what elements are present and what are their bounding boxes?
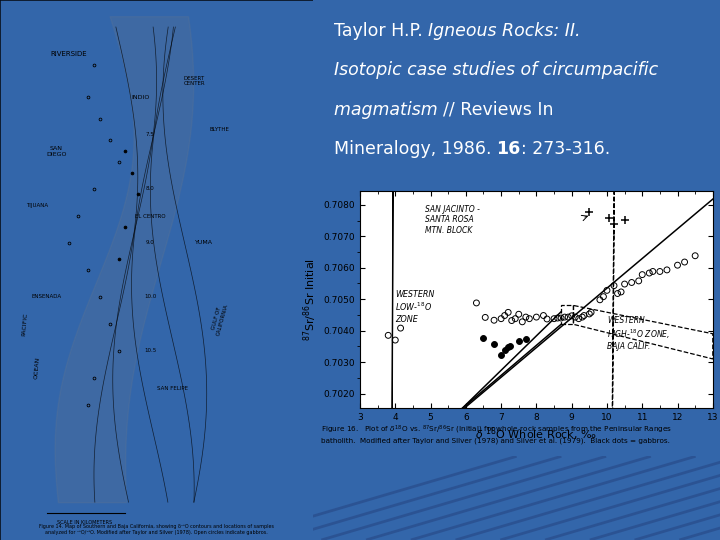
Point [647, 267, 659, 276]
Point [583, 207, 595, 216]
Text: OCEAN: OCEAN [34, 356, 41, 379]
Point [516, 318, 528, 326]
Text: DESERT
CENTER: DESERT CENTER [184, 76, 205, 86]
Text: TIJUANA: TIJUANA [27, 202, 49, 208]
Point [601, 286, 613, 295]
X-axis label: $\delta$ $^{18}$O Whole Rock, ‰: $\delta$ $^{18}$O Whole Rock, ‰ [475, 426, 598, 443]
Text: Isotopic case studies of circumpacific: Isotopic case studies of circumpacific [333, 62, 657, 79]
Text: 10.5: 10.5 [144, 348, 156, 354]
Point [618, 280, 631, 288]
Point [471, 299, 482, 307]
Text: Mineralogy, 1986.: Mineralogy, 1986. [333, 140, 497, 158]
Text: EL CENTRO: EL CENTRO [135, 213, 166, 219]
Point [661, 266, 672, 274]
Text: Figure 16.   Plot of $\delta^{18}$O vs. $^{87}$Sr/$^{86}$Sr (Initial) for whole-: Figure 16. Plot of $\delta^{18}$O vs. $^… [321, 424, 672, 444]
Point [654, 267, 665, 276]
Point [499, 346, 510, 354]
Y-axis label: $^{87}$Sr/$^{86}$Sr Initial: $^{87}$Sr/$^{86}$Sr Initial [302, 258, 320, 341]
Text: SAN
DIEGO: SAN DIEGO [46, 146, 67, 157]
Text: Figure 14. Map of Southern and Baja California, showing δ¹⁸O contours and locati: Figure 14. Map of Southern and Baja Cali… [39, 524, 274, 535]
Text: WESTERN
LOW-$^{18}$O
ZONE: WESTERN LOW-$^{18}$O ZONE [395, 290, 435, 323]
Point [382, 331, 394, 340]
Point [504, 341, 516, 350]
Text: SAN FELIPE: SAN FELIPE [157, 386, 188, 391]
Text: WESTERN
HIGH-$^{18}$O ZONE,
BAJA CALIF.: WESTERN HIGH-$^{18}$O ZONE, BAJA CALIF. [607, 316, 670, 352]
Text: PACIFIC: PACIFIC [22, 312, 29, 336]
Point [499, 311, 510, 320]
Text: Taylor H.P.: Taylor H.P. [333, 22, 428, 40]
Point [644, 269, 655, 278]
Point [577, 313, 588, 321]
Point [603, 214, 614, 222]
Point [520, 335, 531, 344]
Text: Igneous Rocks: II.: Igneous Rocks: II. [428, 22, 580, 40]
Point [549, 314, 560, 323]
Point [488, 316, 500, 325]
Point [608, 281, 620, 290]
Point [503, 308, 514, 316]
Point [583, 309, 595, 318]
Text: ENSENADA: ENSENADA [32, 294, 62, 300]
Point [616, 288, 627, 296]
Text: YUMA: YUMA [194, 240, 212, 246]
Point [585, 308, 597, 316]
Point [633, 276, 644, 285]
Text: 10.0: 10.0 [144, 294, 156, 300]
Point [495, 314, 507, 323]
Text: 7.5: 7.5 [146, 132, 155, 138]
Text: 9.0: 9.0 [146, 240, 155, 246]
Point [679, 258, 690, 266]
Point [488, 340, 500, 348]
Text: 16: 16 [497, 140, 521, 158]
Point [573, 314, 585, 323]
Text: SCALE IN KILOMETERS: SCALE IN KILOMETERS [57, 520, 112, 525]
Point [570, 313, 581, 321]
Point [538, 311, 549, 320]
Point [594, 295, 606, 304]
Text: BLYTHE: BLYTHE [210, 127, 229, 132]
Point [566, 312, 577, 320]
Text: SAN JACINTO -
SANTA ROSA
MTN. BLOCK: SAN JACINTO - SANTA ROSA MTN. BLOCK [426, 205, 480, 234]
Text: 8.0: 8.0 [146, 186, 155, 192]
Point [495, 350, 507, 359]
Point [612, 289, 624, 298]
Text: INDIO: INDIO [132, 94, 150, 100]
Point [598, 292, 609, 301]
Point [395, 324, 406, 333]
Point [608, 220, 620, 228]
Point [555, 314, 567, 322]
Text: : 273-316.: : 273-316. [521, 140, 610, 158]
Point [618, 215, 631, 224]
Point [636, 271, 648, 279]
Point [506, 316, 518, 325]
Point [390, 336, 401, 345]
Point [478, 333, 490, 342]
Text: RIVERSIDE: RIVERSIDE [50, 51, 87, 57]
Point [552, 314, 563, 322]
Point [513, 336, 524, 345]
Point [513, 310, 524, 319]
Text: magmatism: magmatism [333, 100, 443, 119]
Point [562, 313, 574, 321]
Point [480, 313, 491, 322]
Point [531, 313, 542, 321]
Text: // Reviews In: // Reviews In [443, 100, 553, 119]
Point [510, 314, 521, 323]
Point [672, 261, 683, 269]
Point [523, 314, 535, 323]
Point [503, 343, 514, 352]
Text: GULF OF
CALIFORNIA: GULF OF CALIFORNIA [210, 301, 229, 336]
Point [626, 278, 637, 287]
Point [578, 311, 590, 320]
Point [559, 313, 570, 321]
Point [541, 315, 553, 323]
Point [690, 252, 701, 260]
Point [520, 313, 531, 321]
